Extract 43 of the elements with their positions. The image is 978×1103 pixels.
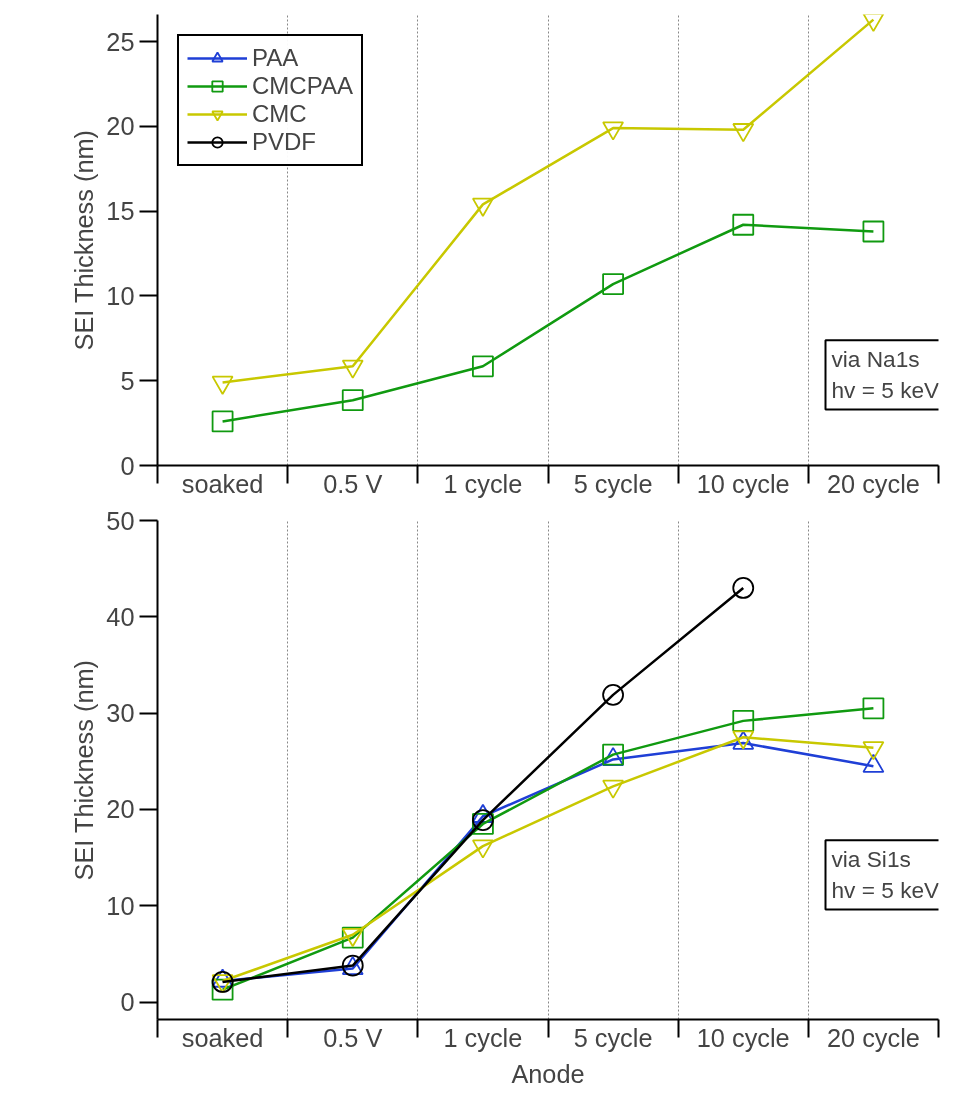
y-tick-label: 0 [120, 451, 135, 480]
point [862, 14, 885, 33]
y-tick-label: 0 [120, 988, 135, 1017]
point [732, 213, 755, 236]
x-tick-label: 20 cycle [826, 469, 920, 498]
point [211, 410, 234, 433]
annotation: via Si1s hv = 5 keV [831, 846, 941, 904]
point [862, 220, 885, 243]
point [472, 197, 494, 217]
y-tick-label: 50 [106, 506, 135, 535]
y-tick-label: 5 [120, 366, 135, 395]
x-axis-title: Anode [511, 1059, 585, 1088]
x-tick-label: 5 cycle [573, 469, 653, 498]
x-tick-label: 10 cycle [696, 1023, 790, 1052]
y-tick-label: 10 [106, 891, 135, 920]
legend-label: CMCPAA [252, 72, 353, 100]
x-tick-label: 0.5 V [323, 469, 383, 498]
x-tick-label: 20 cycle [826, 1023, 920, 1052]
y-tick-label: 15 [106, 197, 135, 226]
y-tick-label: 20 [106, 795, 135, 824]
x-tick-label: 1 cycle [443, 1023, 523, 1052]
x-tick-label: 10 cycle [696, 469, 790, 498]
y-tick-label: 30 [106, 699, 135, 728]
point [341, 389, 364, 412]
x-tick-label: soaked [181, 469, 264, 498]
point [602, 273, 624, 295]
annotation: via Na1s hv = 5 keV [831, 346, 941, 404]
point [472, 355, 494, 378]
y-tick-label: 25 [106, 27, 135, 56]
x-tick-label: 1 cycle [443, 469, 523, 498]
x-tick-label: soaked [181, 1023, 264, 1052]
y-tick-label: 20 [106, 112, 135, 141]
y-tick-label: 40 [106, 602, 135, 631]
legend-label: CMC [252, 100, 307, 128]
point [732, 123, 755, 143]
x-tick-label: 5 cycle [573, 1023, 653, 1052]
legend-label: PVDF [252, 128, 317, 156]
y-tick-label: 10 [106, 281, 135, 310]
y-axis-title: SEI Thickness (nm) [70, 659, 99, 881]
point [602, 121, 624, 141]
y-axis-title: SEI Thickness (nm) [70, 129, 99, 351]
legend-label: PAA [252, 44, 299, 72]
x-tick-label: 0.5 V [323, 1023, 383, 1052]
